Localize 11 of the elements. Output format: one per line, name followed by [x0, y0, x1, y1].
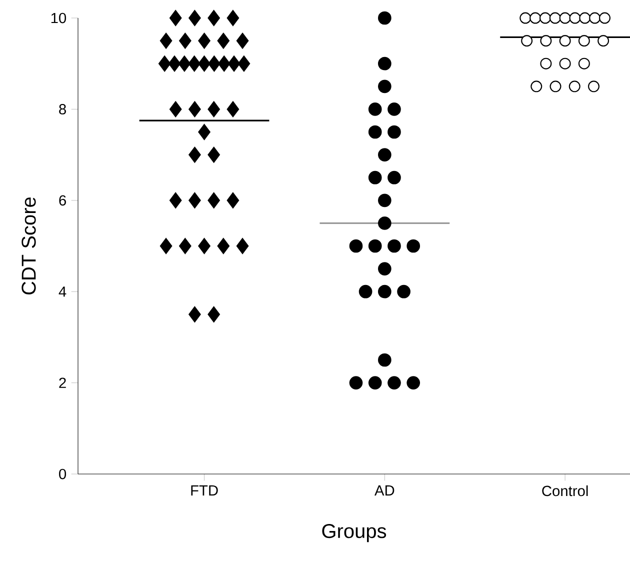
y-tick-label: 10	[51, 12, 66, 24]
x-tick-label: AD	[374, 485, 394, 496]
y-tick-label: 8	[59, 104, 66, 114]
y-tick-label: 2	[59, 378, 66, 388]
y-tick-label: 4	[58, 286, 66, 297]
y-axis-title: CDT Score	[22, 197, 36, 294]
y-tick-label: 0	[59, 468, 66, 480]
y-tick-label: 6	[59, 195, 66, 206]
x-tick-label: Control	[542, 485, 588, 496]
x-tick-label: FTD	[191, 485, 218, 496]
x-axis-title: Groups	[322, 524, 386, 542]
